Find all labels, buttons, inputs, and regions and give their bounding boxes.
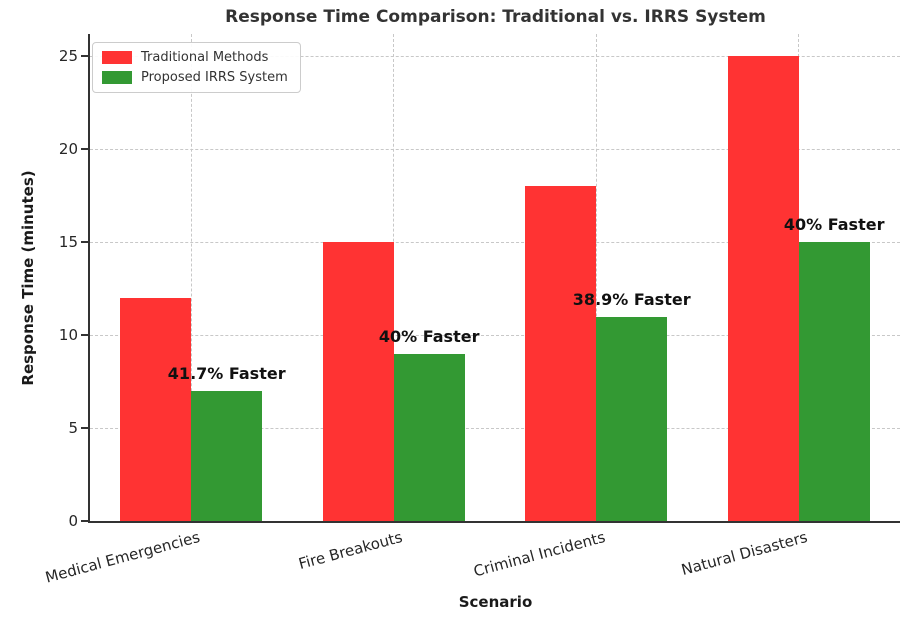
gridline-x-fire-breakouts [393, 34, 395, 521]
bar-traditional-methods-medical-emergencies [120, 297, 192, 521]
gridline-x-criminal-incidents [595, 34, 597, 521]
bar-proposed-irrs-system-fire-breakouts [393, 353, 465, 521]
bar-traditional-methods-criminal-incidents [525, 186, 597, 521]
legend-item-traditional: Traditional Methods [102, 50, 288, 65]
bar-proposed-irrs-system-natural-disasters [798, 242, 870, 521]
y-tick-label-25: 25 [58, 47, 78, 66]
gridline-y-10 [90, 334, 900, 336]
legend-label-irrs: Proposed IRRS System [141, 70, 288, 85]
x-tick-label-fire-breakouts: Fire Breakouts [296, 528, 405, 573]
y-tick-label-5: 5 [68, 419, 78, 438]
legend-label-traditional: Traditional Methods [141, 50, 269, 65]
legend-swatch-traditional [102, 51, 132, 64]
gridline-y-5 [90, 427, 900, 429]
y-tick-10 [81, 334, 88, 337]
y-tick-label-0: 0 [68, 512, 78, 530]
chart-title: Response Time Comparison: Traditional vs… [225, 7, 766, 27]
bar-proposed-irrs-system-medical-emergencies [191, 390, 263, 521]
bar-traditional-methods-fire-breakouts [322, 242, 394, 521]
legend-item-irrs: Proposed IRRS System [102, 70, 288, 85]
bar-proposed-irrs-system-criminal-incidents [596, 316, 668, 521]
legend: Traditional Methods Proposed IRRS System [92, 42, 301, 93]
y-tick-5 [81, 427, 88, 430]
y-tick-label-20: 20 [58, 140, 78, 159]
plot-area: 41.7% Faster 40% Faster 38.9% Faster 40% Fa… [88, 34, 900, 523]
x-tick-label-natural-disasters: Natural Disasters [679, 528, 810, 579]
y-axis-label: Response Time (minutes) [19, 170, 37, 386]
y-tick-label-15: 15 [58, 233, 78, 252]
annotation-criminal-incidents: 38.9% Faster [572, 289, 691, 309]
y-tick-0 [81, 520, 88, 522]
bar-traditional-methods-natural-disasters [727, 56, 799, 521]
x-tick-label-criminal-incidents: Criminal Incidents [471, 528, 607, 581]
x-axis-label: Scenario [458, 593, 533, 611]
y-tick-25 [81, 55, 88, 58]
gridline-y-25 [90, 55, 900, 57]
annotation-natural-disasters: 40% Faster [783, 215, 885, 235]
y-tick-15 [81, 241, 88, 244]
x-tick-label-medical-emergencies: Medical Emergencies [43, 528, 202, 587]
y-tick-20 [81, 148, 88, 151]
y-tick-label-10: 10 [58, 326, 78, 345]
gridline-y-15 [90, 241, 900, 243]
gridline-y-20 [90, 148, 900, 150]
annotation-fire-breakouts: 40% Faster [378, 326, 480, 346]
gridline-x-medical-emergencies [190, 34, 192, 521]
legend-swatch-irrs [102, 71, 132, 84]
annotation-medical-emergencies: 41.7% Faster [167, 363, 286, 383]
